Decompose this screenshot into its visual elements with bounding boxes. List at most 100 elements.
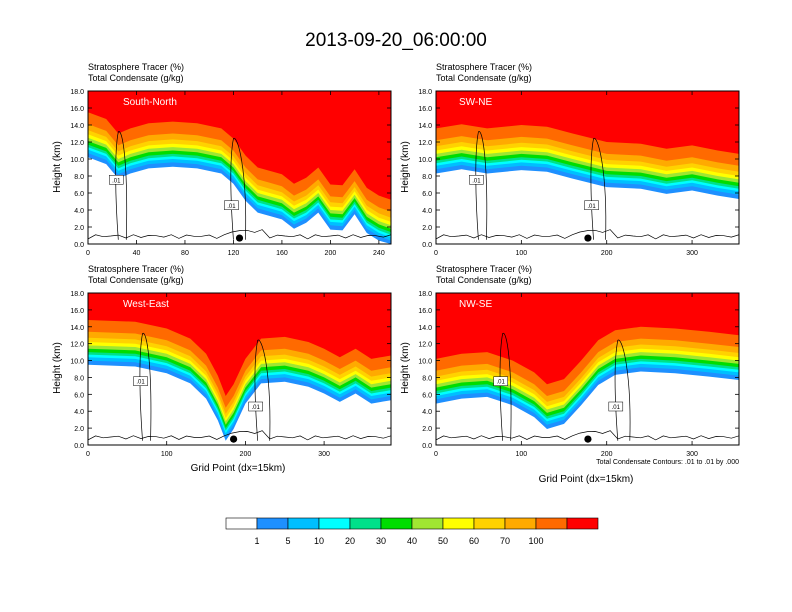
y-tick-label: 14.0: [418, 123, 432, 130]
colorbar-label: 30: [376, 536, 386, 546]
colorbar-swatch: [318, 517, 351, 530]
contour-label: .01: [112, 178, 121, 184]
x-tick-label: 100: [161, 451, 173, 458]
y-tick-label: 0.0: [74, 242, 84, 249]
panel-west-east: Stratosphere Tracer (%) Total Condensate…: [52, 264, 392, 474]
contour-label: .01: [252, 405, 261, 411]
y-tick-label: 12.0: [70, 342, 84, 349]
condensate-contour: [499, 333, 512, 441]
y-tick-label: 6.0: [74, 392, 84, 399]
panel-4-label-condensate: Total Condensate (g/kg): [436, 275, 532, 285]
contour-label-box: [469, 175, 484, 185]
panel-1-plot: .01 .01 South-North 0.0 2.0 4.0 6.0 8.0 10.0 12.0…: [70, 89, 392, 257]
y-tick-label: 16.0: [70, 106, 84, 113]
panel-name: NW-SE: [459, 299, 492, 310]
y-tick-label: 6.0: [422, 392, 432, 399]
panel-name: South-North: [123, 97, 177, 108]
plot-frame: [87, 90, 392, 245]
panel-name: SW-NE: [459, 97, 492, 108]
x-tick-label: 160: [276, 250, 288, 257]
y-tick-label: 10.0: [418, 157, 432, 164]
condensate-contour: [88, 229, 391, 240]
colorbar-label: 70: [500, 536, 510, 546]
y-tick-label: 18.0: [70, 89, 84, 96]
y-tick-label: 8.0: [74, 174, 84, 181]
y-tick-label: 4.0: [422, 208, 432, 215]
contour-label-box: [584, 200, 599, 210]
condensate-contour: [139, 333, 152, 441]
y-tick-label: 0.0: [422, 242, 432, 249]
condensate-contour: [115, 131, 128, 240]
y-tick-label: 12.0: [70, 140, 84, 147]
panel-4-label-tracer: Stratosphere Tracer (%): [436, 264, 532, 274]
y-tick-label: 4.0: [422, 409, 432, 416]
contour-label-box: [608, 401, 624, 412]
panel-4-plot: .01 .01 NW-SE 0.0 2.0 4.0 6.0 8.0 10.0 12.0 14.0 16…: [418, 291, 740, 458]
x-tick-label: 300: [686, 250, 698, 257]
panel-3-plot: .01 .01 West-East 0.0 2.0 4.0 6.0 8.0 10.0 12.0 14…: [70, 291, 392, 458]
tracer-field: .01 .01: [436, 91, 739, 244]
contour-label: .01: [136, 380, 145, 386]
y-tick-label: 12.0: [418, 140, 432, 147]
y-tick-label: 8.0: [422, 174, 432, 181]
y-tick-label: 2.0: [74, 225, 84, 232]
tracer-band-11: [436, 293, 739, 385]
x-tick-label: 200: [601, 250, 613, 257]
panel-2-ylabel: Height (km): [400, 141, 411, 193]
panel-3-xlabel: Grid Point (dx=15km): [191, 463, 286, 474]
location-marker: [584, 435, 592, 443]
colorbar-swatch: [225, 517, 258, 530]
condensate-contour: [436, 430, 739, 441]
x-tick-label: 100: [516, 250, 528, 257]
x-tick-label: 300: [686, 451, 698, 458]
colorbar-swatch: [411, 517, 444, 530]
y-tick-label: 0.0: [422, 443, 432, 450]
colorbar-label: 40: [407, 536, 417, 546]
panel-1-label-condensate: Total Condensate (g/kg): [88, 73, 184, 83]
panel-south-north: Stratosphere Tracer (%) Total Condensate…: [52, 62, 392, 257]
tracer-field: .01 .01: [88, 91, 391, 244]
y-tick-label: 10.0: [70, 157, 84, 164]
x-tick-label: 200: [325, 250, 337, 257]
y-tick-label: 18.0: [418, 291, 432, 298]
y-tick-label: 18.0: [70, 291, 84, 298]
colorbar: 1 5 10 20 30 40 50 60 70 100: [225, 517, 599, 546]
contour-label: .01: [612, 405, 621, 411]
colorbar-label: 20: [345, 536, 355, 546]
y-tick-label: 16.0: [418, 106, 432, 113]
contour-note: Total Condensate Contours: .01 to .01 by…: [596, 459, 739, 466]
page-title: 2013-09-20_06:00:00: [305, 30, 487, 51]
contour-label-box: [248, 401, 263, 412]
x-tick-label: 200: [240, 451, 252, 458]
contour-label: .01: [496, 380, 505, 386]
y-tick-label: 8.0: [74, 375, 84, 382]
contour-label: .01: [472, 178, 481, 184]
colorbar-swatch: [442, 517, 475, 530]
y-tick-label: 18.0: [418, 89, 432, 96]
colorbar-swatch: [256, 517, 289, 530]
y-tick-label: 4.0: [74, 409, 84, 416]
tracer-field: .01 .01: [88, 293, 391, 445]
y-tick-label: 0.0: [74, 443, 84, 450]
contour-label-box: [493, 376, 508, 386]
y-tick-label: 2.0: [422, 225, 432, 232]
colorbar-swatch: [380, 517, 413, 530]
x-tick-label: 40: [133, 250, 141, 257]
panel-2-plot: .01 .01 SW-NE 0.0 2.0 4.0 6.0 8.0 10.0 12.0 14.0 16…: [418, 89, 740, 257]
colorbar-swatch: [504, 517, 537, 530]
tracer-field: .01 .01: [436, 293, 739, 445]
panel-3-label-condensate: Total Condensate (g/kg): [88, 275, 184, 285]
contour-label-box: [133, 376, 148, 386]
y-tick-label: 12.0: [418, 342, 432, 349]
y-tick-label: 10.0: [418, 359, 432, 366]
panel-4-xlabel: Grid Point (dx=15km): [539, 474, 634, 485]
colorbar-label: 5: [285, 536, 290, 546]
tracer-band-11: [436, 91, 739, 154]
tracer-band-11: [88, 91, 391, 200]
x-tick-label: 240: [373, 250, 385, 257]
panel-nw-se: Stratosphere Tracer (%) Total Condensate…: [400, 264, 740, 485]
panel-4-ylabel: Height (km): [400, 342, 411, 394]
x-tick-label: 80: [181, 250, 189, 257]
x-tick-label: 120: [228, 250, 240, 257]
plot-frame: [435, 90, 740, 245]
